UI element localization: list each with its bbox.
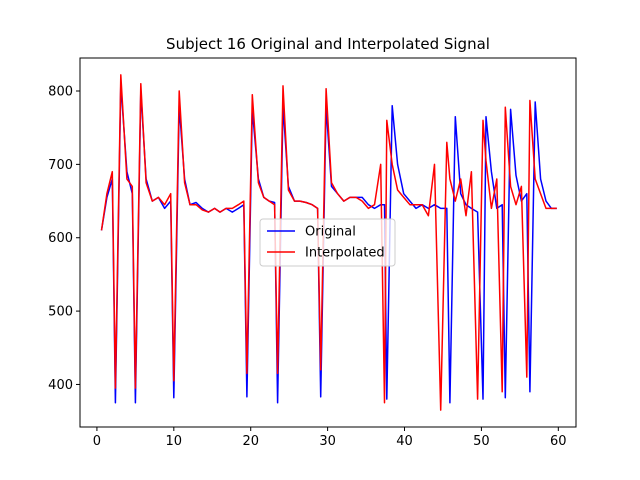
- legend-label-interpolated: Interpolated: [305, 246, 385, 261]
- series-line-interpolated: [100, 74, 557, 411]
- x-tick-label: 20: [242, 434, 259, 449]
- y-tick-label: 600: [48, 231, 73, 246]
- y-tick-label: 800: [48, 85, 73, 100]
- legend-label-original: Original: [305, 225, 356, 240]
- x-tick-label: 0: [93, 434, 101, 449]
- x-tick-label: 50: [473, 434, 490, 449]
- y-tick-label: 700: [48, 158, 73, 173]
- legend: Original Interpolated: [259, 218, 396, 267]
- x-tick-label: 30: [319, 434, 336, 449]
- plot-lines: [100, 74, 557, 411]
- x-tick-label: 40: [396, 434, 413, 449]
- x-tick-label: 10: [166, 434, 183, 449]
- axes: 0 10 20 30 40 50 60 400 500 600 700 800: [48, 57, 577, 449]
- x-tick-label: 60: [550, 434, 567, 449]
- chart-title: Subject 16 Original and Interpolated Sig…: [166, 35, 490, 53]
- y-tick-label: 500: [48, 305, 73, 320]
- y-tick-label: 400: [48, 378, 73, 393]
